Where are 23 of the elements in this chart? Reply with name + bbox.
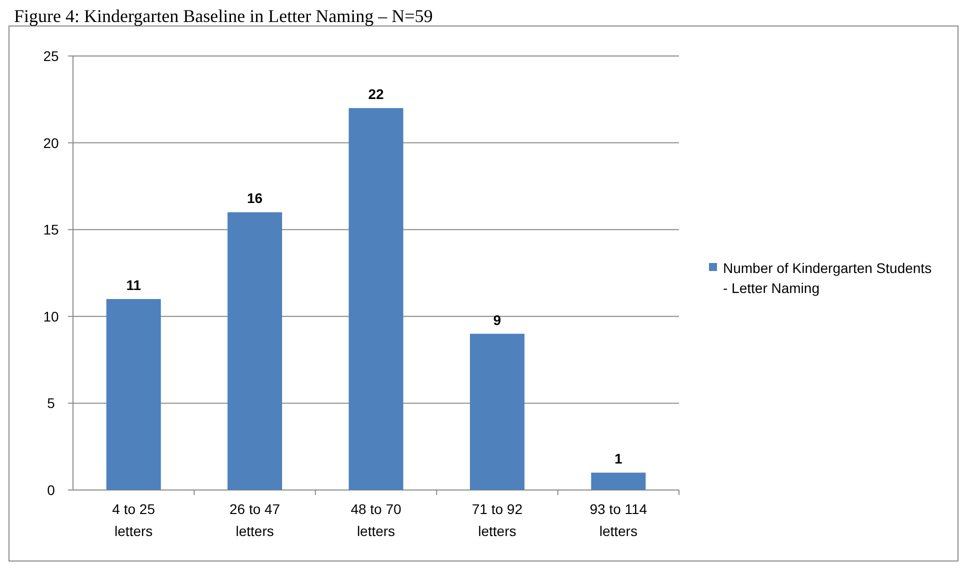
- bar: [591, 472, 646, 490]
- bar: [348, 108, 404, 490]
- y-tick-label: 5: [47, 395, 56, 412]
- legend-label: Number of Kindergarten Students - Letter Naming: [723, 260, 932, 296]
- data-label: 9: [493, 312, 502, 328]
- y-tick-label: 25: [43, 48, 59, 64]
- x-tick-label: 48 to 70 letters: [350, 501, 402, 539]
- data-label: 22: [368, 86, 384, 102]
- x-tick-label: 26 to 47 letters: [229, 501, 280, 539]
- bar: [228, 212, 282, 490]
- bar: [106, 299, 161, 490]
- bar: [470, 334, 524, 490]
- y-tick-label: 0: [47, 482, 56, 498]
- y-tick-label: 20: [43, 134, 59, 151]
- x-tick-label: 71 to 92 letters: [472, 501, 523, 539]
- y-tick-label: 10: [43, 308, 59, 324]
- data-label: 16: [247, 190, 263, 206]
- x-tick-label: 4 to 25 letters: [112, 501, 156, 539]
- y-tick-label: 15: [43, 222, 59, 238]
- data-label: 11: [126, 277, 142, 294]
- chart-title: Figure 4: Kindergarten Baseline in Letter Naming – N=59: [14, 6, 433, 26]
- data-label: 1: [614, 450, 622, 467]
- x-tick-label: 93 to 114 letters: [590, 501, 648, 539]
